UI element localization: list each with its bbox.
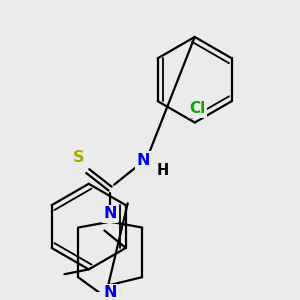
Text: N: N [103, 285, 117, 300]
Text: S: S [73, 150, 85, 165]
Text: Cl: Cl [190, 101, 206, 116]
Text: N: N [136, 153, 150, 168]
Text: N: N [103, 206, 117, 221]
Text: H: H [157, 163, 169, 178]
